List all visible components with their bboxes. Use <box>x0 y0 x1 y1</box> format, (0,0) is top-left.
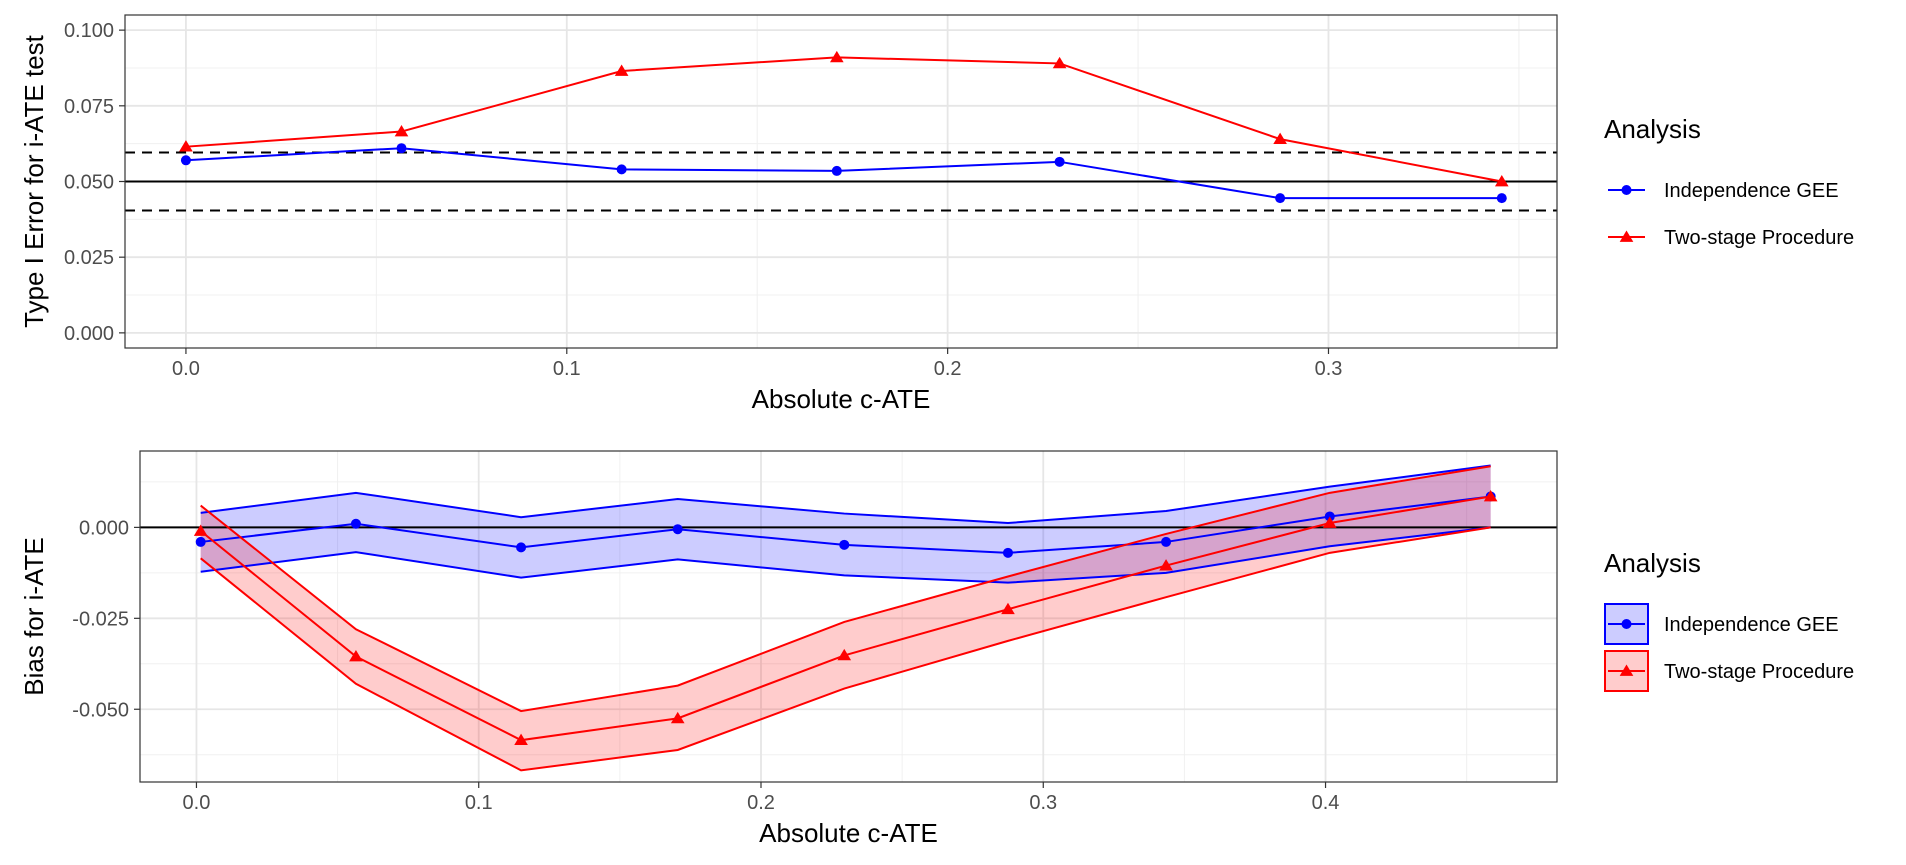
data-point-independence-gee <box>396 143 407 154</box>
x-tick-label: 0.1 <box>465 792 493 814</box>
data-point-two-stage-procedure <box>1273 132 1287 144</box>
y-tick-label: -0.025 <box>72 608 129 630</box>
y-tick-label: 0.075 <box>64 96 114 118</box>
legend-item-independence-gee: Independence GEE <box>1608 180 1839 202</box>
bottom-series <box>193 464 1498 772</box>
legend-key-marker <box>1621 185 1632 195</box>
ribbon-lower-two-stage-procedure <box>200 526 1491 772</box>
bottom-x-axis-ticks: 0.0 0.1 0.2 0.3 0.4 <box>183 782 1340 814</box>
ribbon-upper-two-stage-procedure <box>200 465 1491 713</box>
data-point-independence-gee <box>616 164 627 175</box>
data-point-two-stage-procedure <box>179 140 193 152</box>
top-y-axis-title: Type I Error for i-ATE test <box>19 34 49 328</box>
data-point-two-stage-procedure <box>614 64 629 76</box>
data-point-two-stage-procedure <box>1052 56 1067 69</box>
data-point-independence-gee <box>516 542 527 553</box>
bottom-y-axis-title: Bias for i-ATE <box>19 537 49 695</box>
data-point-two-stage-procedure <box>349 650 363 662</box>
data-point-two-stage-procedure <box>394 125 409 137</box>
legend-label: Two-stage Procedure <box>1664 661 1854 683</box>
data-point-independence-gee <box>1496 193 1507 204</box>
data-point-independence-gee <box>1054 156 1065 167</box>
y-tick-label: 0.000 <box>64 323 114 345</box>
bottom-x-axis-title: Absolute c-ATE <box>759 818 938 848</box>
legend-label: Independence GEE <box>1664 614 1839 636</box>
bottom-panel-border <box>139 450 1558 783</box>
data-point-two-stage-procedure <box>670 711 685 724</box>
data-point-independence-gee <box>1002 547 1013 558</box>
bottom-legend-title: Analysis <box>1604 548 1701 578</box>
data-point-two-stage-procedure <box>837 648 852 661</box>
data-point-two-stage-procedure <box>1001 602 1015 615</box>
x-tick-label: 0.0 <box>172 358 200 380</box>
data-point-two-stage-procedure <box>1494 175 1509 187</box>
bottom-gridlines <box>140 451 1557 782</box>
legend-label: Two-stage Procedure <box>1664 227 1854 249</box>
y-tick-label: 0.025 <box>64 247 114 269</box>
data-point-independence-gee <box>839 539 850 550</box>
top-panel: 0.0 0.1 0.2 0.3 0.000 0.025 0.050 0.075 0.100 A… <box>19 14 1558 414</box>
data-point-independence-gee <box>1161 536 1172 547</box>
data-point-two-stage-procedure <box>1322 516 1337 528</box>
legend-key-marker <box>1619 664 1634 676</box>
legend-key-marker <box>1619 230 1634 242</box>
x-tick-label: 0.3 <box>1315 358 1343 380</box>
top-series <box>179 50 1509 204</box>
legend-item-two-stage-procedure: Two-stage Procedure <box>1608 227 1854 249</box>
x-tick-label: 0.2 <box>934 358 962 380</box>
data-point-independence-gee <box>1324 511 1335 522</box>
legend-item-independence-gee: Independence GEE <box>1604 603 1839 645</box>
top-x-axis-title: Absolute c-ATE <box>752 384 931 414</box>
ribbon-upper-independence-gee <box>200 464 1491 525</box>
data-point-independence-gee <box>1275 193 1286 204</box>
data-point-two-stage-procedure <box>193 524 208 536</box>
bottom-y-axis-ticks: 0.000 -0.025 -0.050 <box>72 517 140 721</box>
x-tick-label: 0.4 <box>1312 792 1340 814</box>
top-x-axis-ticks: 0.0 0.1 0.2 0.3 <box>172 348 1342 380</box>
legend-label: Independence GEE <box>1664 180 1839 202</box>
bot-panel-background <box>140 451 1557 782</box>
top-legend: Analysis Independence GEE Two-stage Proce… <box>1604 114 1854 249</box>
data-point-independence-gee <box>350 518 361 529</box>
legend-key-marker <box>1621 619 1632 629</box>
data-point-two-stage-procedure <box>829 50 844 63</box>
data-point-two-stage-procedure <box>1483 489 1498 502</box>
data-point-two-stage-procedure <box>514 733 528 746</box>
top-legend-title: Analysis <box>1604 114 1701 144</box>
data-point-two-stage-procedure <box>1159 559 1173 571</box>
x-tick-label: 0.0 <box>183 792 211 814</box>
top-y-axis-ticks: 0.000 0.025 0.050 0.075 0.100 <box>64 20 125 345</box>
y-tick-label: -0.050 <box>72 699 129 721</box>
bottom-legend: Analysis Independence GEE Two-stage Proce… <box>1604 548 1854 692</box>
ribbon-independence-gee <box>200 465 1491 583</box>
data-point-independence-gee <box>195 536 206 547</box>
x-tick-label: 0.3 <box>1029 792 1057 814</box>
top-reference-lines <box>125 151 1557 212</box>
legend-item-two-stage-procedure: Two-stage Procedure <box>1604 650 1854 692</box>
data-point-independence-gee <box>831 165 842 176</box>
x-tick-label: 0.2 <box>747 792 775 814</box>
ribbon-lower-independence-gee <box>200 526 1491 584</box>
y-tick-label: 0.000 <box>79 517 129 539</box>
data-point-independence-gee <box>672 524 683 535</box>
y-tick-label: 0.100 <box>64 20 114 42</box>
y-tick-label: 0.050 <box>64 172 114 194</box>
bottom-panel: 0.0 0.1 0.2 0.3 0.4 0.000 -0.025 -0.050 Absolu… <box>19 450 1558 848</box>
x-tick-label: 0.1 <box>553 358 581 380</box>
data-point-independence-gee <box>180 155 191 166</box>
